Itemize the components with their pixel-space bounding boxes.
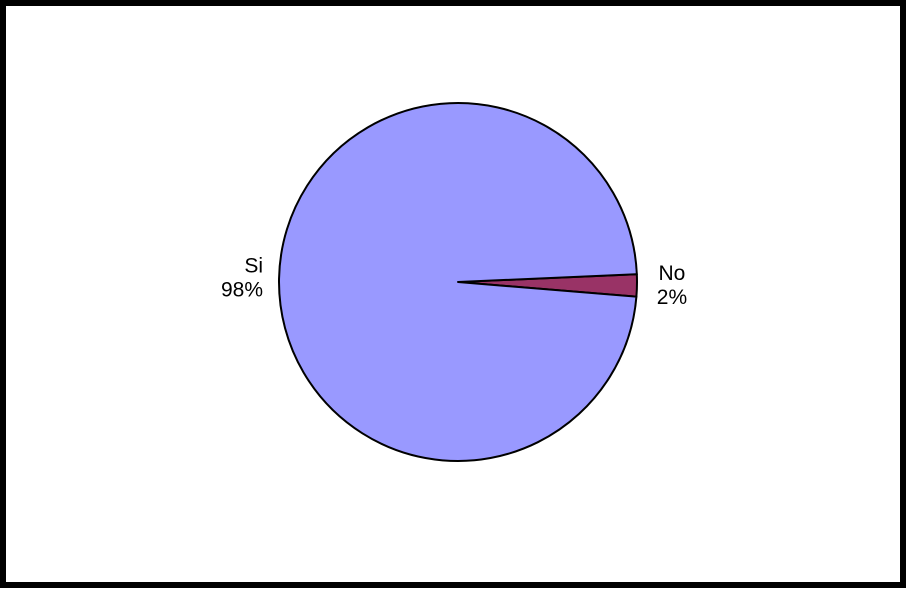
- slice-percent-no: 2%: [657, 286, 687, 309]
- pie-slice-si: [278, 102, 638, 462]
- pie-slices: [278, 102, 638, 462]
- slice-percent-si: 98%: [221, 278, 263, 301]
- slice-label-si: Si: [244, 254, 263, 277]
- slice-label-no: No: [659, 262, 686, 285]
